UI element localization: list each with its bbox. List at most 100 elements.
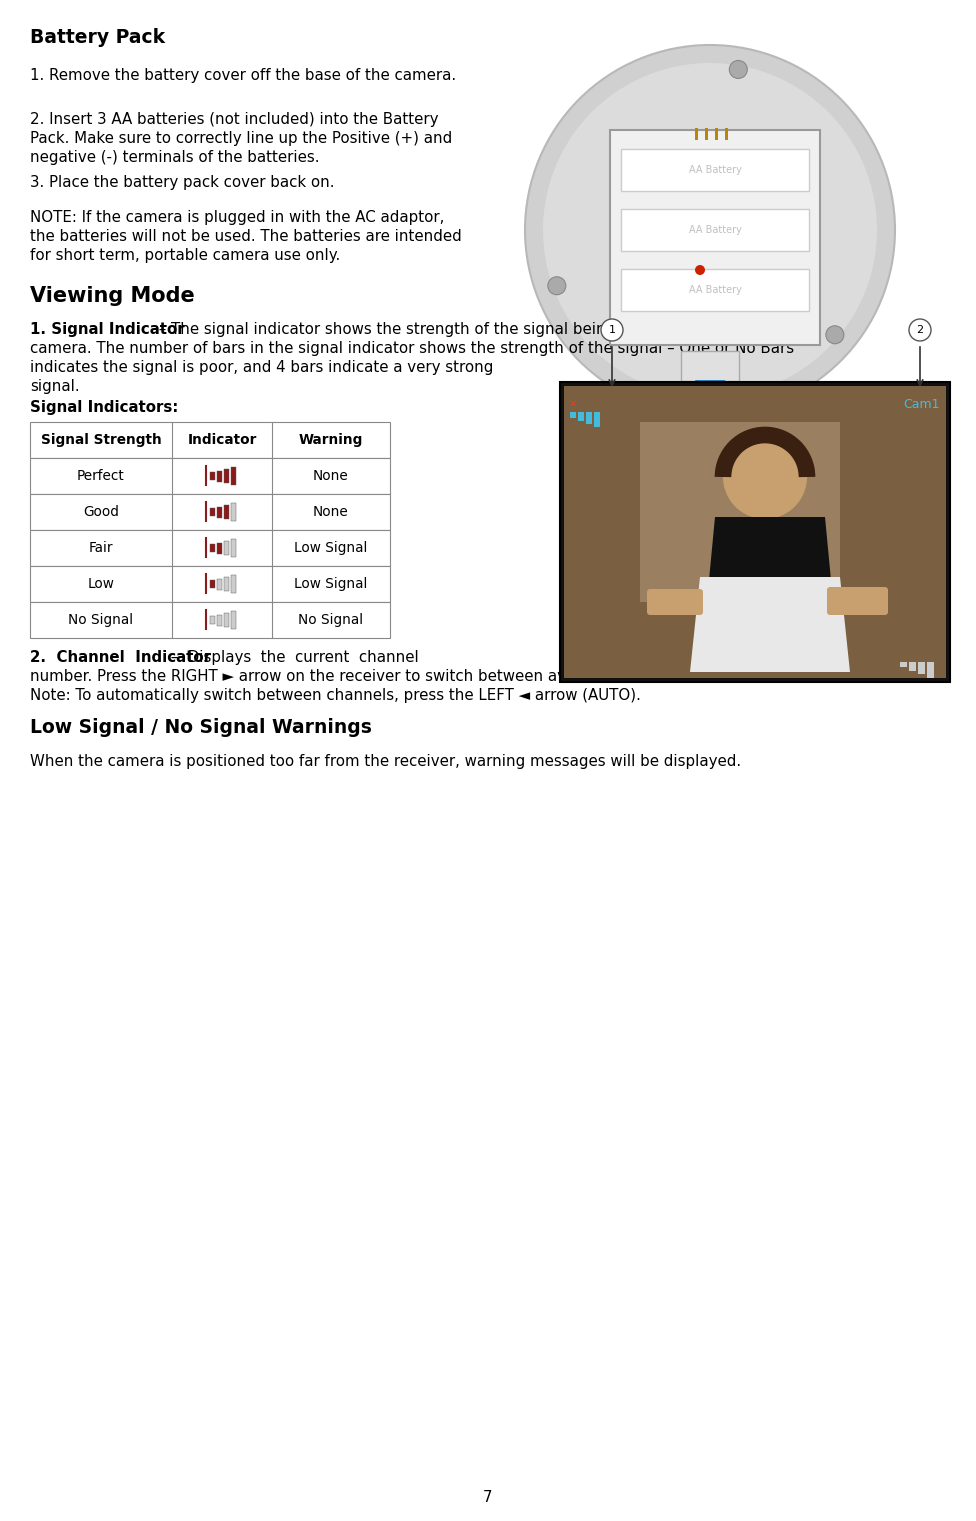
Text: signal.: signal. [30,379,80,394]
Text: AA Battery: AA Battery [688,284,742,295]
Text: Viewing Mode: Viewing Mode [30,286,195,306]
Bar [695,128,698,140]
Text: AA Battery: AA Battery [688,225,742,236]
Bar [217,543,222,554]
Circle shape [695,265,705,275]
Text: for short term, portable camera use only.: for short term, portable camera use only… [30,248,341,263]
Text: No Signal: No Signal [299,613,364,627]
Text: 1. Signal Indicator: 1. Signal Indicator [30,322,184,338]
Bar [640,421,840,602]
Circle shape [826,325,844,344]
Bar [715,128,718,140]
Text: ✕: ✕ [569,399,577,409]
Text: Indicator: Indicator [187,433,257,447]
Text: negative (-) terminals of the batteries.: negative (-) terminals of the batteries. [30,151,319,164]
Text: NOTE: If the camera is plugged in with the AC adaptor,: NOTE: If the camera is plugged in with t… [30,210,444,225]
FancyBboxPatch shape [827,587,888,614]
Text: 7: 7 [483,1489,493,1504]
Bar [210,580,215,589]
FancyBboxPatch shape [621,149,809,192]
Bar [231,467,236,485]
Text: Pack. Make sure to correctly line up the Positive (+) and: Pack. Make sure to correctly line up the… [30,131,452,146]
FancyBboxPatch shape [647,589,703,614]
Bar [594,412,600,427]
Bar [224,468,229,484]
Text: –  Displays  the  current  channel: – Displays the current channel [166,649,419,665]
Text: Good: Good [83,505,119,519]
Bar [570,412,576,418]
Bar [560,382,950,681]
Bar [217,470,222,482]
Bar [231,503,236,522]
Bar [725,128,728,140]
Text: When the camera is positioned too far from the receiver, warning messages will b: When the camera is positioned too far fr… [30,754,741,770]
Circle shape [525,46,895,415]
Text: 1. Remove the battery cover off the base of the camera.: 1. Remove the battery cover off the base… [30,68,456,84]
Bar [210,472,215,481]
Text: Signal Strength: Signal Strength [41,433,161,447]
Bar [578,412,584,421]
Text: Low Signal: Low Signal [295,541,368,555]
Text: Cam1: Cam1 [904,397,940,411]
Text: indicates the signal is poor, and 4 bars indicate a very strong: indicates the signal is poor, and 4 bars… [30,360,494,376]
Bar [224,505,229,519]
Text: None: None [313,505,348,519]
Bar [224,576,229,592]
Polygon shape [695,380,750,446]
Bar [30,494,390,529]
Bar [705,128,708,140]
Text: Low: Low [88,576,114,592]
Polygon shape [690,576,850,672]
Bar [231,611,236,630]
Text: 3. Place the battery pack cover back on.: 3. Place the battery pack cover back on. [30,175,335,190]
Bar [217,506,222,517]
Bar [564,386,946,678]
Text: None: None [313,468,348,484]
Circle shape [723,435,807,519]
Bar [30,529,390,566]
Bar [909,662,916,671]
Text: 1: 1 [608,325,616,335]
Bar [30,602,390,637]
FancyBboxPatch shape [610,129,820,345]
Text: number. Press the RIGHT ► arrow on the receiver to switch between available came: number. Press the RIGHT ► arrow on the r… [30,669,690,684]
Bar [224,541,229,555]
FancyBboxPatch shape [681,351,739,380]
Bar [210,616,215,624]
Bar [231,538,236,557]
Text: 2: 2 [916,325,923,335]
Circle shape [909,319,931,341]
Text: Fair: Fair [89,541,113,555]
Text: No Signal: No Signal [68,613,134,627]
Text: AA Battery: AA Battery [688,164,742,175]
Circle shape [548,277,566,295]
Text: Low Signal: Low Signal [295,576,368,592]
Bar [586,412,592,424]
Bar [231,575,236,593]
Bar [918,662,925,674]
Text: – The signal indicator shows the strength of the signal being received from the: – The signal indicator shows the strengt… [153,322,753,338]
Circle shape [601,319,623,341]
Bar [217,578,222,590]
Text: camera. The number of bars in the signal indicator shows the strength of the sig: camera. The number of bars in the signal… [30,341,794,356]
Bar [210,508,215,516]
Bar [927,662,934,678]
FancyBboxPatch shape [621,208,809,251]
Bar [210,545,215,552]
Bar [224,613,229,627]
Text: Warning: Warning [299,433,363,447]
Polygon shape [705,517,835,622]
Bar [217,614,222,625]
Text: Note: To automatically switch between channels, press the LEFT ◄ arrow (AUTO).: Note: To automatically switch between ch… [30,687,641,703]
Text: Battery Pack: Battery Pack [30,27,165,47]
Text: the batteries will not be used. The batteries are intended: the batteries will not be used. The batt… [30,230,462,243]
Bar [30,421,390,458]
Text: 2.  Channel  Indicator: 2. Channel Indicator [30,649,211,665]
Text: Perfect: Perfect [77,468,125,484]
Text: Signal Indicators:: Signal Indicators: [30,400,179,415]
FancyBboxPatch shape [621,269,809,310]
Bar [900,662,907,668]
Bar [30,458,390,494]
Circle shape [729,61,748,79]
Circle shape [543,62,877,397]
